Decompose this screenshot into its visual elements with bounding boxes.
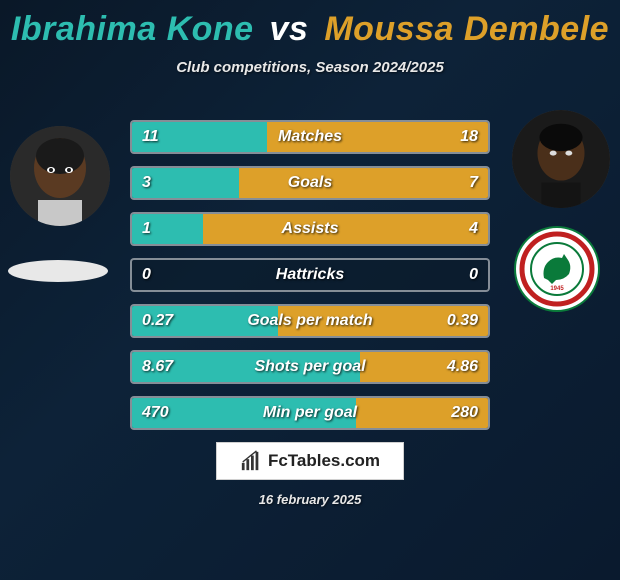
stat-row: 1 4 Assists: [130, 212, 490, 246]
stat-row: 470 280 Min per goal: [130, 396, 490, 430]
stat-value-left: 8.67: [142, 358, 173, 376]
stat-label: Matches: [278, 128, 342, 146]
stats-bars: 11 18 Matches 3 7 Goals 1 4 Assists 0 0 Hattricks 0.…: [130, 120, 490, 442]
player2-name: Moussa Dembele: [324, 10, 609, 48]
stat-label: Shots per goal: [254, 358, 365, 376]
svg-text:1945: 1945: [550, 286, 564, 292]
bars-icon: [240, 450, 262, 472]
stat-label: Assists: [282, 220, 339, 238]
stat-row: 0.27 0.39 Goals per match: [130, 304, 490, 338]
comparison-title: Ibrahima Kone vs Moussa Dembele: [0, 0, 620, 49]
stat-row: 8.67 4.86 Shots per goal: [130, 350, 490, 384]
stat-value-right: 4.86: [447, 358, 478, 376]
player1-club-badge: [8, 260, 108, 282]
stat-value-left: 470: [142, 404, 169, 422]
stat-row: 0 0 Hattricks: [130, 258, 490, 292]
stat-bar-right: [203, 214, 488, 244]
player1-avatar: [10, 126, 110, 226]
stat-label: Goals: [288, 174, 332, 192]
stat-value-left: 1: [142, 220, 151, 238]
date-label: 16 february 2025: [259, 492, 362, 507]
stat-value-right: 0.39: [447, 312, 478, 330]
stat-value-left: 0: [142, 266, 151, 284]
stat-value-right: 7: [469, 174, 478, 192]
stat-label: Goals per match: [247, 312, 372, 330]
subtitle: Club competitions, Season 2024/2025: [0, 59, 620, 76]
stat-value-left: 3: [142, 174, 151, 192]
stat-label: Hattricks: [276, 266, 344, 284]
stat-value-right: 0: [469, 266, 478, 284]
vs-label: vs: [270, 10, 309, 48]
stat-value-left: 11: [142, 128, 159, 146]
stat-bar-right: [239, 168, 488, 198]
stat-value-right: 280: [451, 404, 478, 422]
stat-value-right: 4: [469, 220, 478, 238]
stat-value-left: 0.27: [142, 312, 173, 330]
stat-value-right: 18: [460, 128, 478, 146]
stat-label: Min per goal: [263, 404, 357, 422]
stat-row: 3 7 Goals: [130, 166, 490, 200]
player2-club-badge: 1945: [514, 226, 600, 312]
brand-box: FcTables.com: [216, 442, 404, 480]
player1-name: Ibrahima Kone: [11, 10, 254, 48]
player2-avatar: [512, 110, 610, 208]
stat-row: 11 18 Matches: [130, 120, 490, 154]
brand-label: FcTables.com: [268, 451, 380, 471]
